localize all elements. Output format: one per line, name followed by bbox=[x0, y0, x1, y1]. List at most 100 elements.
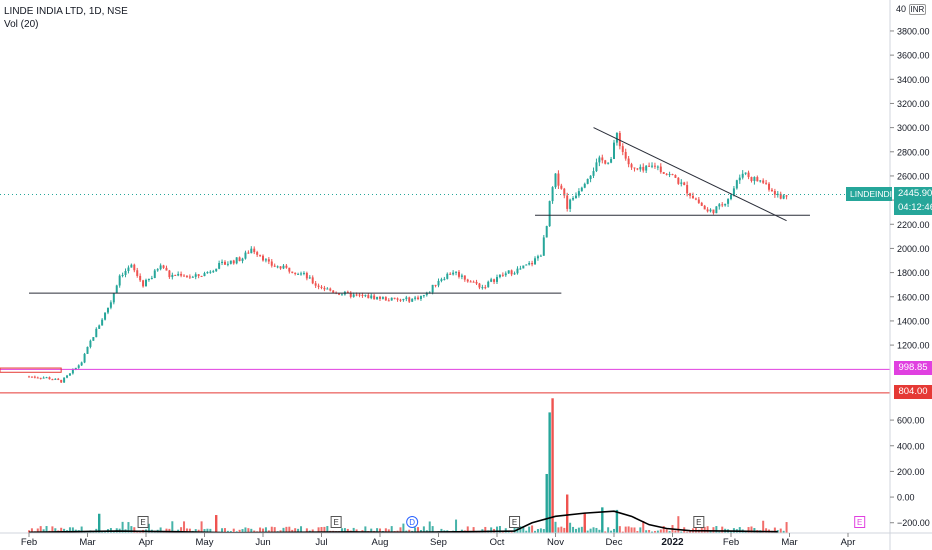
volume-bar bbox=[285, 526, 288, 533]
candle-body bbox=[168, 270, 171, 278]
candle-body bbox=[642, 166, 645, 171]
volume-bar bbox=[250, 528, 253, 533]
candle-body bbox=[379, 296, 381, 299]
candle-body bbox=[513, 273, 516, 275]
volume-bar bbox=[264, 527, 267, 533]
volume-bar bbox=[244, 527, 247, 533]
time-tick-label: Dec bbox=[606, 537, 623, 548]
candle-body bbox=[270, 261, 273, 266]
candle-body bbox=[694, 198, 697, 200]
candle-body bbox=[618, 132, 621, 147]
candle-body bbox=[481, 287, 484, 289]
candle-body bbox=[452, 272, 455, 275]
candle-body bbox=[779, 193, 782, 199]
time-tick-label: Apr bbox=[139, 537, 154, 548]
candle-body bbox=[610, 159, 613, 163]
candle-body bbox=[624, 151, 627, 159]
candle-body bbox=[232, 260, 235, 264]
candle-body bbox=[411, 298, 414, 302]
candle-body bbox=[601, 157, 604, 161]
candle-body bbox=[469, 281, 472, 283]
candle-body bbox=[534, 258, 537, 265]
volume-bar bbox=[750, 526, 753, 533]
candle-body bbox=[431, 284, 434, 293]
candle-body bbox=[542, 237, 545, 256]
volume-bar bbox=[253, 530, 256, 533]
volume-bar bbox=[580, 526, 583, 533]
price-tick-label: 3000.00 bbox=[897, 123, 930, 133]
volume-bar bbox=[773, 527, 776, 533]
candle-body bbox=[703, 205, 706, 210]
time-tick-label: Jul bbox=[315, 537, 327, 548]
candle-body bbox=[221, 261, 224, 264]
candle-body bbox=[674, 175, 677, 178]
candle-body bbox=[57, 378, 60, 380]
candle-body bbox=[680, 182, 683, 184]
candle-body bbox=[294, 272, 297, 274]
candle-body bbox=[455, 271, 458, 273]
candle-body bbox=[466, 279, 469, 282]
volume-spike bbox=[98, 513, 101, 533]
volume-bar bbox=[370, 528, 373, 533]
candle-body bbox=[63, 377, 66, 383]
volume-bar bbox=[557, 527, 560, 533]
candle-body bbox=[83, 353, 86, 363]
event-marker-E: E bbox=[693, 516, 705, 528]
volume-indicator-label[interactable]: Vol (20) bbox=[4, 19, 39, 30]
volume-bar bbox=[498, 526, 501, 533]
candle-body bbox=[314, 283, 317, 286]
volume-bar bbox=[738, 527, 741, 533]
volume-bar bbox=[528, 526, 531, 533]
volume-bar bbox=[60, 527, 63, 533]
candle-body bbox=[30, 376, 33, 378]
volume-bar bbox=[455, 519, 458, 533]
volume-bar bbox=[194, 529, 197, 533]
candle-body bbox=[42, 377, 45, 379]
candle-body bbox=[683, 182, 686, 186]
candle-body bbox=[659, 166, 662, 173]
volume-bar bbox=[577, 527, 580, 533]
volume-bar bbox=[185, 528, 188, 533]
candle-body bbox=[478, 283, 481, 288]
volume-bar bbox=[414, 527, 417, 533]
candle-body bbox=[206, 272, 209, 274]
candle-body bbox=[639, 166, 642, 170]
candle-body bbox=[493, 279, 496, 282]
candle-body bbox=[194, 274, 197, 277]
candle-body bbox=[706, 209, 709, 212]
volume-pane bbox=[28, 398, 788, 534]
drawings[interactable] bbox=[0, 127, 890, 394]
volume-bar bbox=[127, 522, 130, 533]
candle-body bbox=[66, 375, 69, 378]
candle-body bbox=[633, 167, 636, 169]
volume-bar bbox=[534, 530, 537, 533]
candle-body bbox=[115, 285, 118, 294]
candle-body bbox=[71, 369, 74, 374]
price-tick-label: 1600.00 bbox=[897, 292, 930, 302]
candle-body bbox=[662, 172, 665, 174]
candle-body bbox=[750, 177, 753, 181]
candle-body bbox=[390, 297, 393, 301]
candle-body bbox=[510, 270, 513, 275]
candle-body bbox=[765, 182, 768, 184]
candle-body bbox=[33, 376, 36, 378]
dividend-marker-circle bbox=[406, 516, 419, 528]
price-tick-label: 3800.00 bbox=[897, 26, 930, 36]
candle-body bbox=[109, 302, 112, 308]
candle-body bbox=[288, 267, 291, 272]
candle-body bbox=[645, 165, 648, 171]
candle-body bbox=[566, 195, 569, 209]
candle-body bbox=[572, 197, 575, 200]
candle-body bbox=[472, 281, 475, 283]
candle-body bbox=[209, 271, 212, 273]
volume-bar bbox=[624, 526, 627, 533]
event-marker-E: E bbox=[509, 516, 521, 528]
candle-body bbox=[545, 226, 548, 238]
volume-bar bbox=[36, 528, 39, 533]
volume-bar bbox=[662, 526, 665, 533]
candle-body bbox=[580, 187, 583, 192]
candle-body bbox=[349, 292, 352, 297]
candle-body bbox=[247, 252, 250, 254]
currency-label[interactable]: INR bbox=[908, 4, 927, 15]
